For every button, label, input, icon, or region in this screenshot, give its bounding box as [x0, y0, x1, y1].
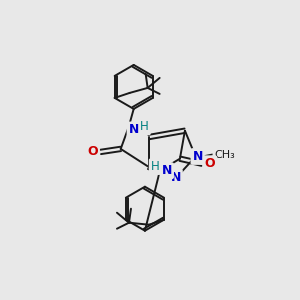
Text: O: O	[205, 157, 215, 170]
Text: H: H	[140, 120, 149, 134]
Text: H: H	[151, 160, 159, 173]
Text: N: N	[128, 123, 139, 136]
Text: O: O	[87, 146, 98, 158]
Text: N: N	[192, 150, 203, 163]
Text: N: N	[162, 164, 172, 177]
Text: CH₃: CH₃	[214, 149, 235, 160]
Text: N: N	[170, 171, 181, 184]
